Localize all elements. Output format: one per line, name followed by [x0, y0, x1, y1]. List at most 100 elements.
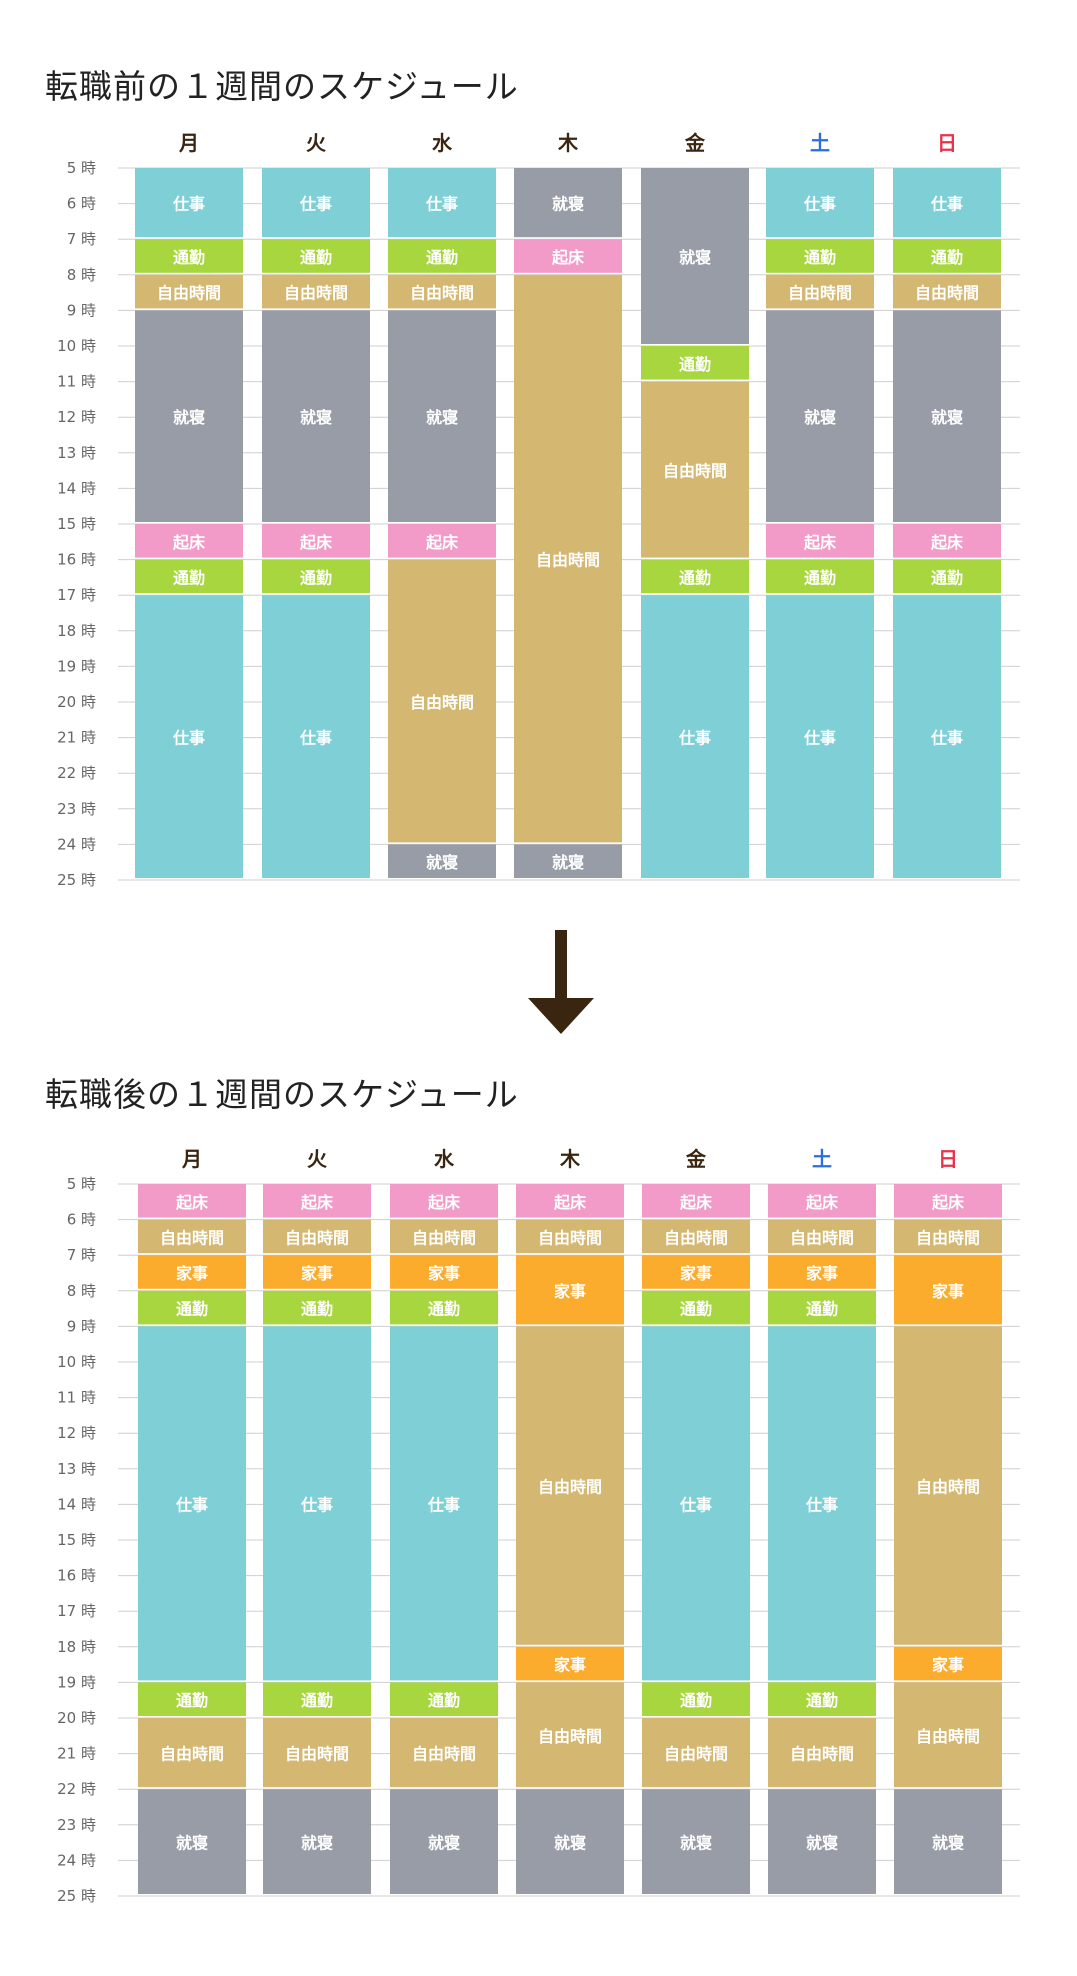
schedule-block-label: 家事	[428, 1264, 460, 1283]
schedule-block-label: 就寝	[426, 408, 458, 427]
schedule-block-label: 通勤	[300, 568, 332, 587]
schedule-block-label: 起床	[805, 1193, 839, 1212]
schedule-block	[642, 1718, 750, 1788]
schedule-block	[766, 274, 874, 309]
schedule-block	[893, 559, 1001, 594]
hour-label: 21 時	[57, 1745, 96, 1763]
schedule-block	[768, 1184, 876, 1218]
schedule-block-label: 通勤	[679, 568, 711, 587]
schedule-block	[263, 1682, 371, 1716]
hour-label: 15 時	[57, 515, 96, 533]
schedule-block	[263, 1718, 371, 1788]
schedule-block-label: 自由時間	[538, 1478, 602, 1497]
hour-label: 16 時	[57, 1567, 96, 1585]
schedule-block	[766, 524, 874, 558]
schedule-block-label: 自由時間	[160, 1228, 224, 1247]
schedule-block	[766, 239, 874, 273]
schedule-block-label: 自由時間	[538, 1727, 602, 1746]
schedule-block	[768, 1682, 876, 1716]
schedule-block	[263, 1255, 371, 1289]
schedule-block-label: 自由時間	[538, 1228, 602, 1247]
schedule-block	[262, 239, 370, 273]
schedule-block-label: 自由時間	[663, 462, 727, 481]
schedule-block-label: 通勤	[173, 248, 205, 267]
schedule-block	[135, 524, 243, 558]
day-label: 火	[307, 1147, 328, 1171]
schedule-chart-after: 5 時 6 時 7 時 8 時 9 時 10 時 11 時 12 時 13 時 14 時 15 時 1…	[0, 1136, 1077, 1936]
schedule-block	[894, 1184, 1002, 1218]
schedule-block	[516, 1184, 624, 1218]
schedule-block	[768, 1326, 876, 1681]
hour-label: 10 時	[57, 1353, 96, 1371]
schedule-block-label: 通勤	[176, 1691, 208, 1710]
schedule-block	[262, 274, 370, 309]
schedule-block-label: 起床	[803, 533, 837, 552]
schedule-block	[263, 1219, 371, 1254]
schedule-block	[135, 310, 243, 522]
day-label: 木	[557, 131, 579, 155]
schedule-block-label: 就寝	[932, 1834, 964, 1853]
schedule-block-label: 家事	[554, 1656, 586, 1675]
schedule-block-label: 就寝	[552, 195, 584, 214]
schedule-block-label: 起床	[931, 1193, 965, 1212]
schedule-block	[766, 559, 874, 594]
schedule-block	[138, 1255, 246, 1289]
hour-label: 10 時	[57, 337, 96, 355]
schedule-block	[642, 1255, 750, 1289]
hour-label: 5 時	[67, 159, 96, 177]
schedule-block	[514, 844, 622, 878]
schedule-block-label: 起床	[300, 1193, 334, 1212]
schedule-block	[641, 346, 749, 380]
schedule-block	[138, 1789, 246, 1894]
schedule-block	[390, 1682, 498, 1716]
day-label: 月	[181, 1147, 202, 1171]
schedule-block	[516, 1255, 624, 1325]
day-label: 日	[937, 131, 957, 155]
hour-label: 7 時	[67, 1246, 96, 1264]
schedule-block-label: 通勤	[806, 1691, 838, 1710]
schedule-block	[263, 1326, 371, 1681]
chart-title-after: 転職後の１週間のスケジュール	[45, 1075, 519, 1114]
schedule-block-label: 通勤	[426, 248, 458, 267]
schedule-block-label: 自由時間	[412, 1745, 476, 1764]
chart-title-before: 転職前の１週間のスケジュール	[45, 67, 519, 106]
schedule-block-label: 就寝	[806, 1834, 838, 1853]
schedule-block-label: 仕事	[299, 729, 332, 748]
hour-label: 8 時	[67, 1282, 96, 1300]
schedule-block	[894, 1682, 1002, 1788]
schedule-block-label: 自由時間	[664, 1228, 728, 1247]
hour-label: 24 時	[57, 1851, 96, 1869]
schedule-block	[262, 595, 370, 878]
schedule-block-label: 通勤	[679, 355, 711, 374]
hour-label: 5 時	[67, 1175, 96, 1193]
schedule-block	[138, 1326, 246, 1681]
schedule-block-label: 通勤	[680, 1300, 712, 1319]
day-label: 土	[810, 131, 830, 155]
hour-label: 7 時	[67, 230, 96, 248]
schedule-block	[390, 1718, 498, 1788]
schedule-block-label: 自由時間	[536, 551, 600, 570]
schedule-block	[641, 595, 749, 878]
schedule-block-label: 就寝	[552, 853, 584, 872]
schedule-block	[894, 1219, 1002, 1254]
day-label: 金	[685, 1147, 707, 1171]
schedule-block	[894, 1646, 1002, 1681]
hour-label: 25 時	[57, 871, 96, 889]
schedule-block-label: 起床	[930, 533, 964, 552]
schedule-block	[135, 274, 243, 309]
schedule-block-label: 通勤	[804, 568, 836, 587]
hour-label: 12 時	[57, 408, 96, 426]
hour-label: 20 時	[57, 693, 96, 711]
schedule-block-label: 就寝	[931, 408, 963, 427]
schedule-block	[514, 274, 622, 843]
schedule-block-label: 仕事	[803, 729, 836, 748]
schedule-block-label: 仕事	[678, 729, 711, 748]
schedule-block-label: 家事	[932, 1656, 964, 1675]
schedule-block	[766, 595, 874, 878]
schedule-block-label: 就寝	[173, 408, 205, 427]
schedule-block-label: 家事	[176, 1264, 208, 1283]
day-label: 木	[559, 1147, 581, 1171]
schedule-block	[893, 239, 1001, 273]
schedule-block-label: 自由時間	[412, 1228, 476, 1247]
schedule-block-label: 通勤	[301, 1300, 333, 1319]
